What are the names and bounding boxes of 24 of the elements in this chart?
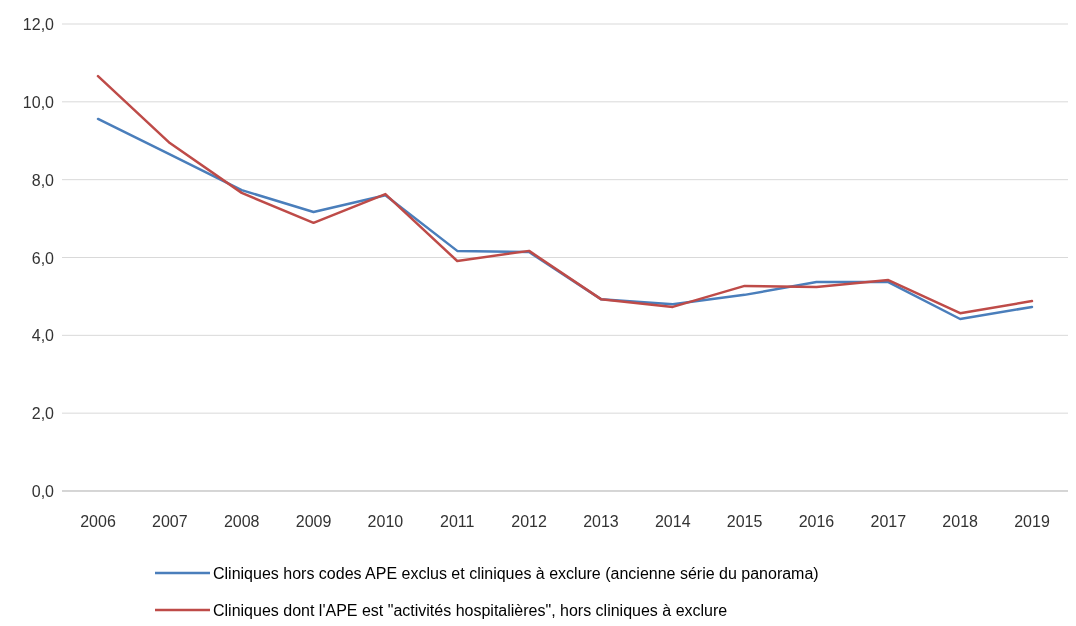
y-tick-label: 0,0 <box>31 483 55 500</box>
y-tick-label: 6,0 <box>31 249 55 267</box>
y-tick-label: 12,0 <box>22 16 55 33</box>
legend-label: Cliniques hors codes APE exclus et cliniques à exclure (ancienne série du panorama) <box>213 565 819 582</box>
x-tick-label: 2011 <box>440 513 475 530</box>
y-tick-label: 4,0 <box>31 327 55 345</box>
x-tick-label: 2014 <box>654 513 691 530</box>
x-tick-label: 2010 <box>367 513 404 530</box>
x-tick-label: 2009 <box>295 513 332 530</box>
legend-label: Cliniques dont l'APE est "activités hospitalières", hors cliniques à exclure <box>213 602 728 619</box>
y-tick-label: 8,0 <box>31 171 55 189</box>
x-tick-label: 2017 <box>870 513 907 530</box>
x-tick-label: 2019 <box>1014 513 1050 530</box>
x-tick-label: 2018 <box>942 513 979 530</box>
line-series <box>96 74 1034 315</box>
y-tick-label: 2,0 <box>31 405 55 423</box>
x-tick-label: 2006 <box>80 513 116 530</box>
x-tick-label: 2007 <box>152 513 188 530</box>
x-tick-label: 2008 <box>223 513 260 530</box>
x-tick-label: 2012 <box>511 513 547 530</box>
x-tick-label: 2015 <box>726 513 763 530</box>
x-tick-label: 2016 <box>798 513 835 530</box>
x-tick-label: 2013 <box>583 513 619 530</box>
y-tick-label: 10,0 <box>22 93 55 111</box>
